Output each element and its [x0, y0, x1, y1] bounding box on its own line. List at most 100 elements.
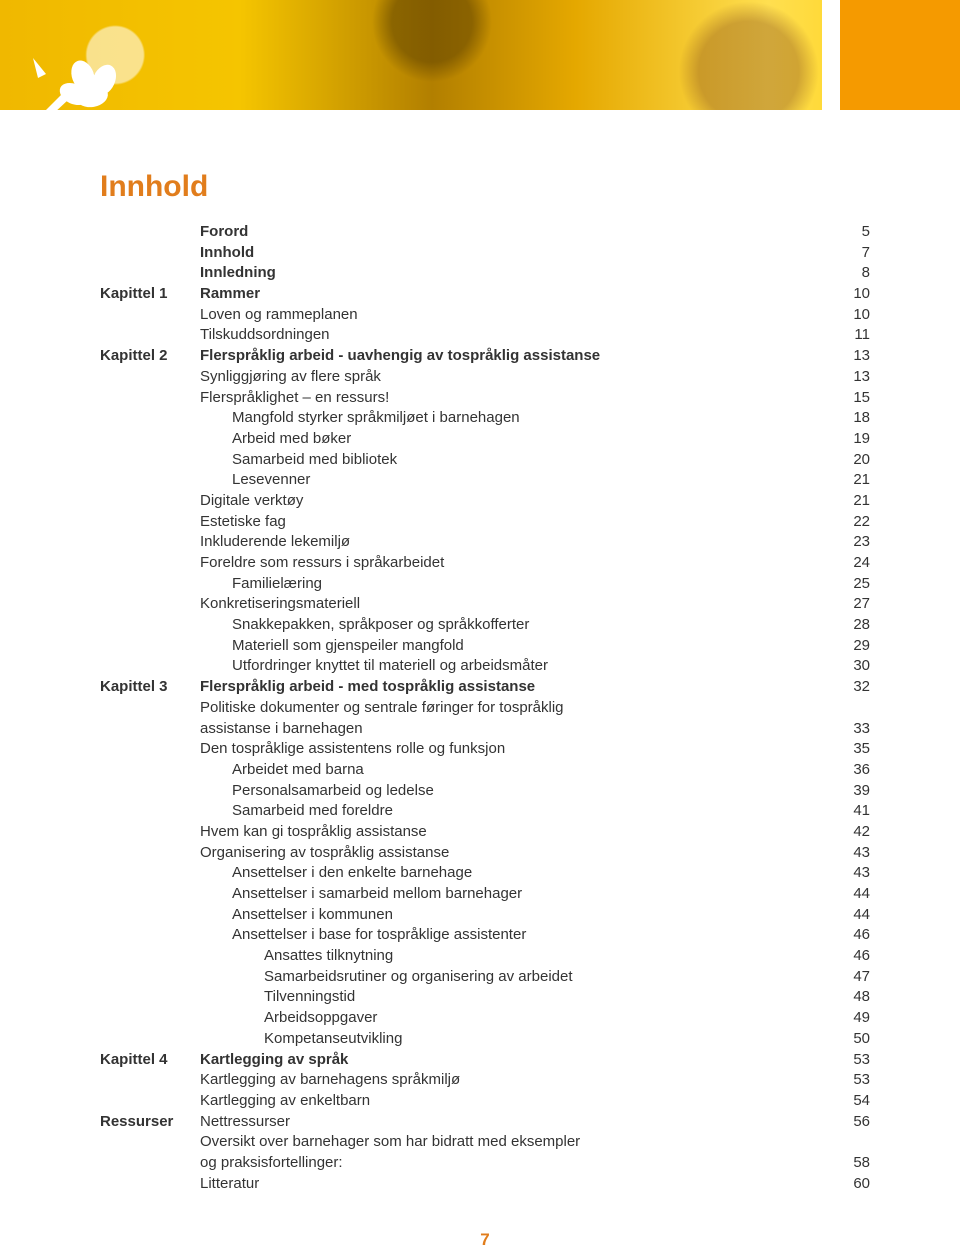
toc-page-number: 24 [834, 553, 870, 574]
toc-chapter-label: Kapittel 4 [100, 1050, 200, 1071]
toc-entry-text: Arbeidsoppgaver [200, 1008, 834, 1029]
toc-row: Kapittel 2Flerspråklig arbeid - uavhengi… [100, 346, 870, 367]
toc-page-number: 36 [834, 760, 870, 781]
toc-row: Kapittel 3Flerspråklig arbeid - med tosp… [100, 677, 870, 698]
toc-entry-text: Ansettelser i den enkelte barnehage [200, 863, 834, 884]
toc-page-number: 48 [834, 987, 870, 1008]
toc-row: Arbeidsoppgaver49 [100, 1008, 870, 1029]
toc-row: Oversikt over barnehager som har bidratt… [100, 1132, 870, 1153]
toc-page-number: 23 [834, 532, 870, 553]
toc-row: Arbeid med bøker19 [100, 429, 870, 450]
toc-page-number: 50 [834, 1029, 870, 1050]
toc-page-number: 43 [834, 863, 870, 884]
toc-row: Konkretiseringsmateriell27 [100, 594, 870, 615]
toc-entry-text: Inkluderende lekemiljø [200, 532, 834, 553]
toc-entry-text: Nettressurser [200, 1112, 834, 1133]
toc-row: Materiell som gjenspeiler mangfold29 [100, 636, 870, 657]
toc-page-number: 49 [834, 1008, 870, 1029]
toc-row: Inkluderende lekemiljø23 [100, 532, 870, 553]
toc-row: Organisering av tospråklig assistanse43 [100, 843, 870, 864]
toc-row: Loven og rammeplanen10 [100, 305, 870, 326]
toc-row: Innledning8 [100, 263, 870, 284]
toc-page-number: 33 [834, 719, 870, 740]
toc-entry-text: Arbeidet med barna [200, 760, 834, 781]
toc-entry-text: Synliggjøring av flere språk [200, 367, 834, 388]
toc-entry-text: og praksisfortellinger: [200, 1153, 834, 1174]
toc-page-number: 46 [834, 925, 870, 946]
toc-row: assistanse i barnehagen33 [100, 719, 870, 740]
toc-row: Samarbeidsrutiner og organisering av arb… [100, 967, 870, 988]
page-number: 7 [100, 1230, 870, 1250]
toc-page-number: 42 [834, 822, 870, 843]
toc-entry-text: Utfordringer knyttet til materiell og ar… [200, 656, 834, 677]
toc-page-number: 13 [834, 367, 870, 388]
toc-row: og praksisfortellinger:58 [100, 1153, 870, 1174]
toc-chapter-label: Kapittel 3 [100, 677, 200, 698]
toc-entry-text: Flerspråklig arbeid - med tospråklig ass… [200, 677, 834, 698]
toc-row: RessurserNettressurser56 [100, 1112, 870, 1133]
toc-entry-text: Arbeid med bøker [200, 429, 834, 450]
toc-page-number: 29 [834, 636, 870, 657]
toc-entry-text: Flerspråklig arbeid - uavhengig av tospr… [200, 346, 834, 367]
toc-chapter-label: Kapittel 1 [100, 284, 200, 305]
toc-page-number: 30 [834, 656, 870, 677]
toc-row: Familielæring25 [100, 574, 870, 595]
toc-page-number: 46 [834, 946, 870, 967]
table-of-contents: Forord5Innhold7Innledning8Kapittel 1Ramm… [100, 222, 870, 1194]
toc-entry-text: Kompetanseutvikling [200, 1029, 834, 1050]
toc-entry-text: Snakkepakken, språkposer og språkkoffert… [200, 615, 834, 636]
toc-entry-text: Digitale verktøy [200, 491, 834, 512]
toc-entry-text: assistanse i barnehagen [200, 719, 834, 740]
toc-entry-text: Hvem kan gi tospråklig assistanse [200, 822, 834, 843]
header-decorative-band [0, 0, 960, 110]
header-separator [822, 0, 840, 110]
toc-row: Den tospråklige assistentens rolle og fu… [100, 739, 870, 760]
toc-chapter-label: Ressurser [100, 1112, 200, 1133]
toc-row: Hvem kan gi tospråklig assistanse42 [100, 822, 870, 843]
toc-entry-text: Estetiske fag [200, 512, 834, 533]
toc-entry-text: Rammer [200, 284, 834, 305]
toc-entry-text: Kartlegging av språk [200, 1050, 834, 1071]
toc-page-number: 22 [834, 512, 870, 533]
toc-entry-text: Mangfold styrker språkmiljøet i barnehag… [200, 408, 834, 429]
toc-entry-text: Familielæring [200, 574, 834, 595]
toc-page-number: 8 [834, 263, 870, 284]
toc-row: Synliggjøring av flere språk13 [100, 367, 870, 388]
toc-page-number: 58 [834, 1153, 870, 1174]
toc-row: Lesevenner21 [100, 470, 870, 491]
toc-row: Ansattes tilknytning46 [100, 946, 870, 967]
toc-row: Flerspråklighet – en ressurs!15 [100, 388, 870, 409]
toc-page-number: 56 [834, 1112, 870, 1133]
toc-row: Kompetanseutvikling50 [100, 1029, 870, 1050]
toc-page-number: 18 [834, 408, 870, 429]
toc-entry-text: Ansattes tilknytning [200, 946, 834, 967]
toc-page-number: 7 [834, 243, 870, 264]
toc-row: Tilvenningstid48 [100, 987, 870, 1008]
toc-row: Foreldre som ressurs i språkarbeidet24 [100, 553, 870, 574]
toc-row: Personalsamarbeid og ledelse39 [100, 781, 870, 802]
toc-row: Ansettelser i den enkelte barnehage43 [100, 863, 870, 884]
toc-entry-text: Lesevenner [200, 470, 834, 491]
page-content: Innhold Forord5Innhold7Innledning8Kapitt… [0, 110, 960, 1250]
toc-row: Samarbeid med foreldre41 [100, 801, 870, 822]
toc-entry-text: Samarbeidsrutiner og organisering av arb… [200, 967, 834, 988]
toc-chapter-label: Kapittel 2 [100, 346, 200, 367]
toc-page-number: 47 [834, 967, 870, 988]
toc-row: Kartlegging av enkeltbarn54 [100, 1091, 870, 1112]
toc-page-number: 21 [834, 491, 870, 512]
toc-page-number: 21 [834, 470, 870, 491]
toc-row: Utfordringer knyttet til materiell og ar… [100, 656, 870, 677]
toc-row: Arbeidet med barna36 [100, 760, 870, 781]
toc-page-number: 32 [834, 677, 870, 698]
toc-page-number: 41 [834, 801, 870, 822]
toc-page-number: 10 [834, 305, 870, 326]
toc-page-number: 27 [834, 594, 870, 615]
toc-entry-text: Innledning [200, 263, 834, 284]
toc-page-number: 28 [834, 615, 870, 636]
toc-page-number: 15 [834, 388, 870, 409]
toc-entry-text: Organisering av tospråklig assistanse [200, 843, 834, 864]
toc-page-number: 25 [834, 574, 870, 595]
toc-page-number: 19 [834, 429, 870, 450]
toc-row: Forord5 [100, 222, 870, 243]
toc-entry-text: Politiske dokumenter og sentrale føringe… [200, 698, 834, 719]
